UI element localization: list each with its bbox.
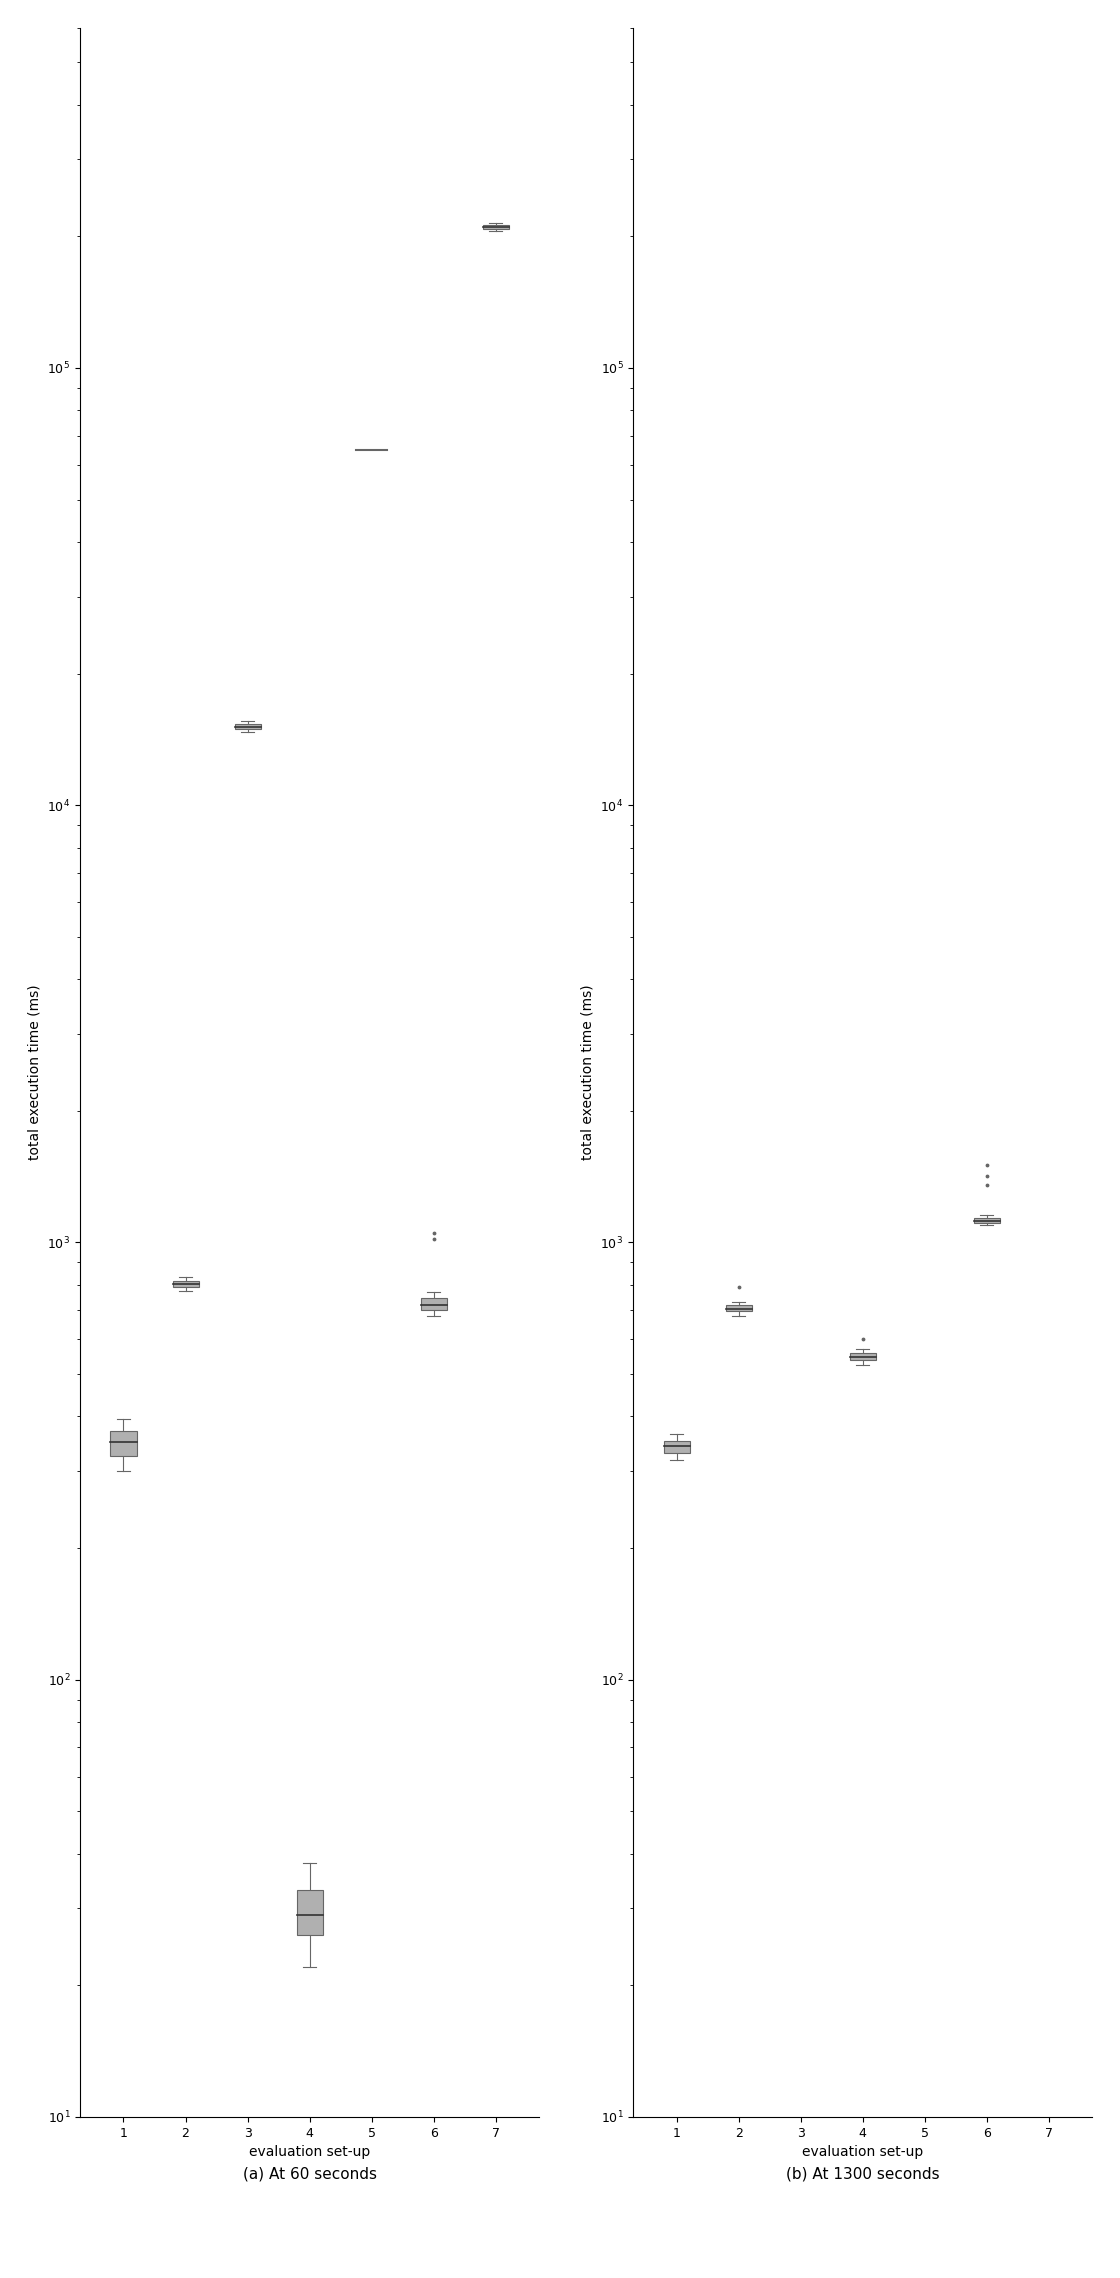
Bar <box>726 1305 752 1312</box>
Y-axis label: total execution time (ms): total execution time (ms) <box>581 984 595 1160</box>
Bar <box>111 1431 137 1456</box>
Bar <box>663 1440 690 1453</box>
Text: (a) At 60 seconds: (a) At 60 seconds <box>243 2166 376 2182</box>
Bar <box>421 1298 447 1310</box>
Bar <box>297 1891 323 1936</box>
Text: (b) At 1300 seconds: (b) At 1300 seconds <box>786 2166 940 2182</box>
Bar <box>234 724 261 729</box>
Bar <box>973 1219 1000 1223</box>
Y-axis label: total execution time (ms): total execution time (ms) <box>28 984 41 1160</box>
Bar <box>850 1353 876 1360</box>
X-axis label: evaluation set-up: evaluation set-up <box>802 2146 923 2160</box>
X-axis label: evaluation set-up: evaluation set-up <box>249 2146 371 2160</box>
Bar <box>172 1280 198 1287</box>
Bar <box>483 226 508 228</box>
